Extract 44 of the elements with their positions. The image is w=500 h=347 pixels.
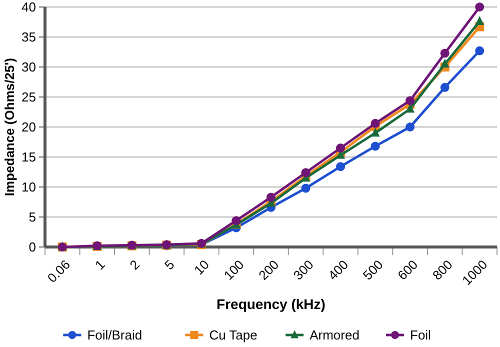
point	[301, 168, 310, 178]
point	[336, 144, 346, 152]
x-tick-label: 600	[394, 256, 421, 283]
point	[266, 192, 276, 202]
legend-label: Cu Tape	[209, 328, 258, 343]
y-tick-label: 5	[28, 210, 36, 225]
y-tick-label: 30	[22, 60, 36, 75]
x-tick-label: 10	[191, 256, 212, 278]
point	[336, 162, 346, 172]
point	[406, 96, 415, 106]
x-tick-label: 800	[429, 256, 456, 283]
point	[370, 118, 380, 128]
y-tick-label: 35	[22, 30, 36, 45]
point	[406, 122, 415, 132]
y-tick-label: 0	[28, 240, 36, 255]
x-tick-label: 300	[290, 256, 316, 283]
x-tick-label: 5	[162, 256, 178, 273]
x-tick-label: 500	[360, 256, 386, 283]
legend-label: Foil/Braid	[87, 328, 142, 343]
x-axis-title: Frequency (kHz)	[216, 296, 326, 312]
y-axis-title: Impedance (Ohms/25')	[2, 58, 17, 196]
y-tick-label: 15	[22, 150, 36, 165]
y-tick-label: 40	[22, 0, 36, 15]
point	[232, 216, 241, 226]
y-tick-label: 25	[22, 90, 36, 105]
point	[370, 128, 380, 137]
point	[370, 142, 380, 151]
point	[440, 48, 450, 58]
point	[475, 16, 484, 25]
x-tick-label: 2	[126, 256, 142, 273]
legend-label: Foil	[410, 328, 432, 343]
point	[475, 2, 484, 12]
x-tick-label: 400	[325, 256, 352, 283]
point	[475, 46, 484, 56]
y-tick-label: 10	[22, 180, 36, 195]
x-tick-label: 200	[256, 256, 282, 283]
point	[301, 184, 310, 193]
x-tick-label: 0.06	[44, 256, 73, 286]
x-tick-label: 100	[220, 256, 247, 283]
x-tick-label: 1	[92, 256, 108, 273]
point	[440, 58, 450, 68]
y-tick-label: 20	[22, 120, 36, 135]
legend-label: Armored	[310, 328, 360, 343]
point	[440, 82, 450, 92]
